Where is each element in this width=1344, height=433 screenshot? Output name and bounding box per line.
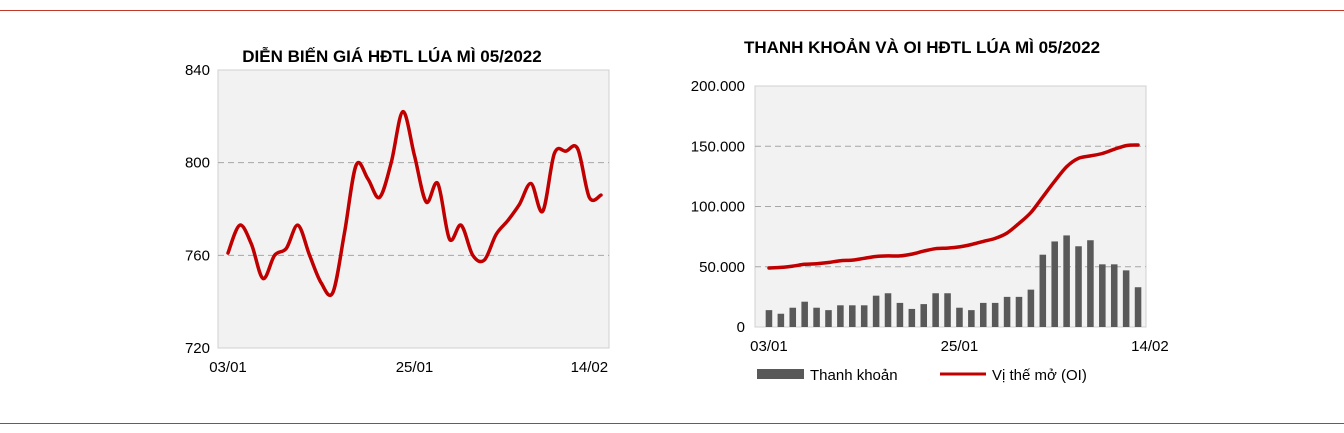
x-tick-label: 25/01 bbox=[396, 359, 434, 376]
liquidity-bar bbox=[825, 310, 832, 327]
liquidity-bar bbox=[801, 301, 808, 327]
y-axis: 720 760 800 840 bbox=[185, 62, 210, 357]
liquidity-bar bbox=[968, 310, 975, 327]
liquidity-bar bbox=[1063, 235, 1070, 327]
x-tick-label: 14/02 bbox=[1131, 338, 1169, 355]
bottom-divider bbox=[0, 423, 1344, 424]
liquidity-bar bbox=[872, 295, 880, 327]
liquidity-bar bbox=[849, 305, 856, 327]
liquidity-bar bbox=[896, 302, 904, 327]
x-tick-label: 25/01 bbox=[941, 338, 979, 355]
liquidity-bar bbox=[932, 293, 939, 327]
liquidity-bar bbox=[979, 302, 987, 327]
y-tick-label: 840 bbox=[185, 62, 210, 79]
liquidity-bar bbox=[920, 304, 928, 327]
liquidity-bar bbox=[1075, 246, 1082, 327]
y-tick-label: 50.000 bbox=[699, 259, 745, 276]
liquidity-bar bbox=[1051, 241, 1058, 327]
y-tick-label: 150.000 bbox=[691, 138, 745, 155]
liquidity-bar bbox=[765, 310, 773, 327]
x-tick-label: 14/02 bbox=[571, 359, 609, 376]
liquidity-bar bbox=[991, 302, 999, 327]
legend-label-oi: Vị thế mở (OI) bbox=[992, 367, 1087, 384]
liquidity-bar bbox=[908, 308, 916, 327]
y-tick-label: 100.000 bbox=[691, 199, 745, 216]
y-axis: 0 50.000 100.000 150.000 200.000 bbox=[691, 78, 745, 336]
liquidity-bar bbox=[813, 307, 820, 327]
liquidity-bar bbox=[884, 293, 892, 327]
liquidity-bar bbox=[1087, 240, 1094, 327]
liquidity-bar bbox=[1110, 264, 1118, 327]
oi-series bbox=[767, 143, 1140, 270]
price-line bbox=[226, 109, 603, 298]
price-line-chart: DIỄN BIẾN GIÁ HĐTL LÚA MÌ 05/2022 720 760… bbox=[185, 47, 610, 376]
liquidity-bar bbox=[1122, 270, 1130, 327]
liquidity-bar bbox=[837, 305, 844, 327]
liquidity-bar bbox=[1039, 254, 1047, 327]
y-tick-label: 760 bbox=[185, 247, 210, 264]
legend: Thanh khoản Vị thế mở (OI) bbox=[757, 367, 1087, 384]
liquidity-bar bbox=[789, 307, 797, 327]
y-tick-label: 0 bbox=[737, 319, 745, 336]
liquidity-bar bbox=[1015, 296, 1023, 327]
x-axis: 03/01 25/01 14/02 bbox=[209, 359, 608, 376]
x-tick-label: 03/01 bbox=[750, 338, 788, 355]
legend-swatch-thanh-khoan bbox=[757, 369, 804, 379]
gridlines bbox=[218, 162, 609, 256]
liquidity-bar bbox=[1134, 287, 1142, 327]
oi-line bbox=[767, 143, 1140, 270]
legend-label-thanh-khoan: Thanh khoản bbox=[810, 367, 898, 384]
liquidity-bar bbox=[1003, 296, 1011, 327]
chart-title: DIỄN BIẾN GIÁ HĐTL LÚA MÌ 05/2022 bbox=[242, 47, 541, 66]
y-tick-label: 200.000 bbox=[691, 78, 745, 95]
x-tick-label: 03/01 bbox=[209, 359, 247, 376]
y-tick-label: 720 bbox=[185, 340, 210, 357]
liquidity-bar bbox=[777, 313, 785, 327]
liquidity-bars bbox=[765, 235, 1142, 327]
y-tick-label: 800 bbox=[185, 155, 210, 172]
liquidity-bar bbox=[956, 307, 963, 327]
chart-title: THANH KHOẢN VÀ OI HĐTL LÚA MÌ 05/2022 bbox=[744, 38, 1100, 57]
liquidity-bar bbox=[944, 293, 951, 327]
x-axis: 03/01 25/01 14/02 bbox=[750, 338, 1169, 355]
price-series bbox=[226, 109, 603, 298]
liquidity-bar bbox=[1027, 289, 1035, 327]
liquidity-bar bbox=[860, 305, 868, 327]
top-divider bbox=[0, 10, 1344, 11]
liquidity-bar bbox=[1099, 264, 1106, 327]
